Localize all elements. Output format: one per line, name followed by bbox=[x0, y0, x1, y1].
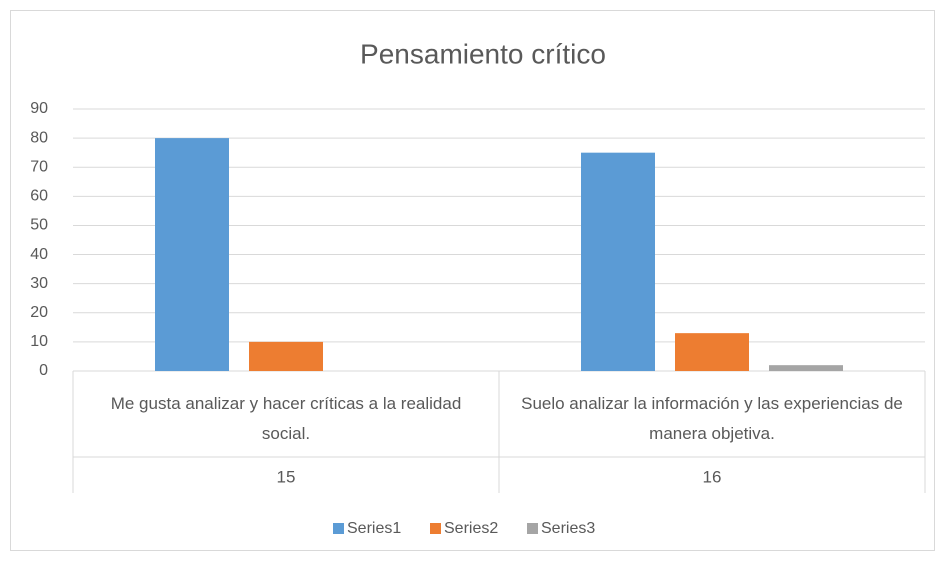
y-tick-label: 50 bbox=[30, 217, 48, 234]
y-tick-label: 60 bbox=[30, 188, 48, 205]
chart-title: Pensamiento crítico bbox=[360, 38, 606, 69]
y-tick-label: 20 bbox=[30, 304, 48, 321]
y-tick-label: 90 bbox=[30, 100, 48, 117]
y-tick-label: 80 bbox=[30, 129, 48, 146]
y-tick-label: 40 bbox=[30, 246, 48, 263]
bar bbox=[581, 152, 655, 371]
legend-label: Series1 bbox=[347, 520, 401, 537]
legend-swatch bbox=[430, 523, 441, 534]
y-tick-label: 0 bbox=[39, 362, 48, 379]
y-tick-label: 10 bbox=[30, 333, 48, 350]
legend-swatch bbox=[527, 523, 538, 534]
y-tick-label: 70 bbox=[30, 158, 48, 175]
x-tick-label: Me gusta analizar y hacer críticas a la … bbox=[110, 394, 462, 443]
x-tick-label-box: Me gusta analizar y hacer críticas a la … bbox=[110, 394, 462, 443]
legend-label: Series2 bbox=[444, 520, 498, 537]
bar bbox=[249, 341, 323, 371]
y-tick-label: 30 bbox=[30, 275, 48, 292]
bar bbox=[675, 333, 749, 371]
outer-category-label: 15 bbox=[277, 467, 296, 486]
bar bbox=[155, 138, 229, 371]
bar bbox=[769, 365, 843, 371]
x-tick-label: Suelo analizar la información y las expe… bbox=[521, 394, 903, 443]
x-tick-label-box: Suelo analizar la información y las expe… bbox=[521, 394, 903, 443]
legend-label: Series3 bbox=[541, 520, 595, 537]
outer-category-label: 16 bbox=[703, 467, 722, 486]
chart-frame bbox=[10, 10, 935, 551]
legend-swatch bbox=[333, 523, 344, 534]
